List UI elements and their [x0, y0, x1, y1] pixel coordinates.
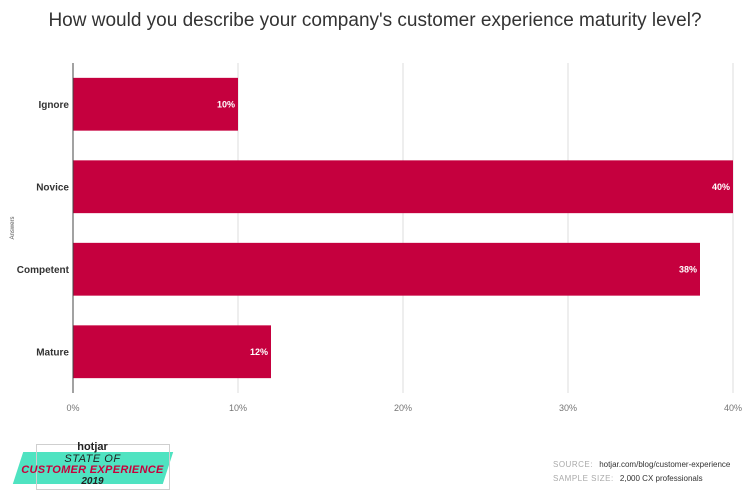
category-label: Competent — [17, 265, 70, 276]
x-tick-label: 20% — [394, 403, 412, 413]
bar-value-label: 12% — [250, 347, 268, 357]
x-tick-label: 0% — [66, 403, 79, 413]
logo-brand: hotjar — [77, 441, 108, 453]
logo-line-state-of: STATE OF — [64, 453, 121, 465]
x-tick-label: 10% — [229, 403, 247, 413]
bar-value-label: 10% — [217, 99, 235, 109]
source-note: SOURCE: hotjar.com/blog/customer-experie… — [553, 460, 730, 469]
bar-chart: 0% 10% 20% 30% 40% 10% Ignore 40% Novice 38% Compe… — [10, 63, 742, 413]
hotjar-logo: hotjar STATE OF CUSTOMER EXPERIENCE 2019 — [10, 438, 175, 492]
logo-line-year: 2019 — [81, 476, 104, 487]
bar-value-label: 40% — [712, 182, 730, 192]
bar-value-label: 38% — [679, 264, 697, 274]
bar — [73, 77, 238, 131]
logo-frame — [36, 444, 170, 490]
category-label: Novice — [36, 182, 69, 193]
logo-line-customer-experience: CUSTOMER EXPERIENCE — [21, 464, 164, 476]
source-link[interactable]: hotjar.com/blog/customer-experience — [599, 460, 731, 469]
y-axis-title: Answers — [10, 216, 16, 239]
bar — [73, 242, 700, 296]
category-label: Mature — [36, 347, 69, 358]
sample-size-note: SAMPLE SIZE: 2,000 CX professionals — [553, 474, 703, 483]
x-tick-label: 30% — [559, 403, 577, 413]
source-key: SOURCE: — [553, 460, 593, 469]
bar — [73, 160, 733, 214]
chart-title: How would you describe your company's cu… — [48, 10, 702, 31]
bar — [73, 325, 271, 379]
category-label: Ignore — [38, 100, 69, 111]
x-tick-label: 40% — [724, 403, 742, 413]
sample-size-key: SAMPLE SIZE: — [553, 474, 614, 483]
sample-size-value: 2,000 CX professionals — [619, 474, 703, 483]
